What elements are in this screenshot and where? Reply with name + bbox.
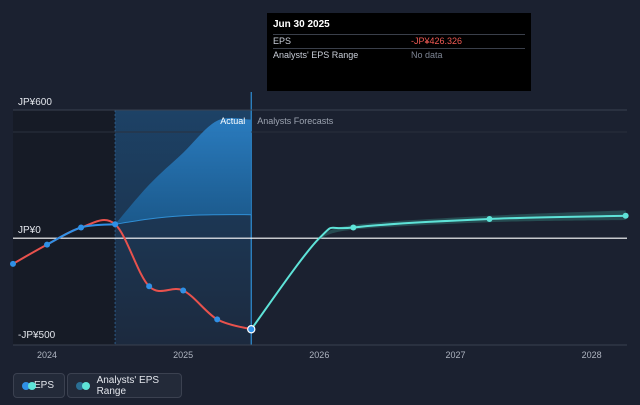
section-label-forecast: Analysts Forecasts [257,116,334,126]
data-point-9 [486,215,493,222]
data-point-3 [112,221,119,228]
tooltip-date: Jun 30 2025 [273,19,330,30]
tooltip-row-eps: EPS -JP¥426.326 [273,34,525,48]
tooltip-eps-value: -JP¥426.326 [411,36,463,46]
legend-eps-swatch-icon [22,381,36,390]
legend-eps-dot-actual [22,381,30,390]
legend-eps-label: EPS [33,380,54,391]
y-tick-label-0: JP¥600 [18,97,52,108]
legend-eps[interactable]: EPS [13,373,65,398]
x-tick-label-3: 2027 [445,350,465,360]
analyst-range-lower-edge [115,214,252,225]
data-point-0 [10,260,16,267]
analyst-range-area [115,117,252,225]
x-tick-label-4: 2028 [582,350,602,360]
y-tick-label-1: JP¥0 [18,225,41,236]
forecast-band-area [319,210,626,240]
tooltip-eps-label: EPS [273,36,292,46]
data-point-2 [78,224,85,231]
tooltip-range-label: Analysts' EPS Range [273,50,359,60]
data-point-1 [44,241,51,248]
legend-range-dot-b [82,381,90,390]
legend-range-swatch-icon [76,381,90,390]
data-point-7 [247,325,256,334]
tooltip-row-range: Analysts' EPS Range No data [273,48,525,62]
legend-range-label: Analysts' EPS Range [96,374,160,397]
data-point-6 [214,316,221,323]
y-tick-label-2: -JP¥500 [18,330,56,341]
section-label-actual: Actual [220,116,245,126]
x-tick-label-0: 2024 [37,350,57,360]
x-tick-label-1: 2025 [173,350,193,360]
legend-range-dot-a [76,381,84,390]
hover-tooltip: Jun 30 2025 EPS -JP¥426.326 Analysts' EP… [267,13,531,91]
data-point-10 [622,212,629,219]
legend-eps-dot-forecast [28,381,36,390]
legend-analyst-range[interactable]: Analysts' EPS Range [67,373,182,398]
x-tick-label-2: 2026 [309,350,329,360]
past-shade-early [13,110,116,345]
tooltip-range-value: No data [411,50,443,60]
series-line-eps-forecast [250,214,627,331]
data-point-5 [180,287,187,294]
data-point-4 [146,283,153,290]
data-point-8 [350,224,357,231]
